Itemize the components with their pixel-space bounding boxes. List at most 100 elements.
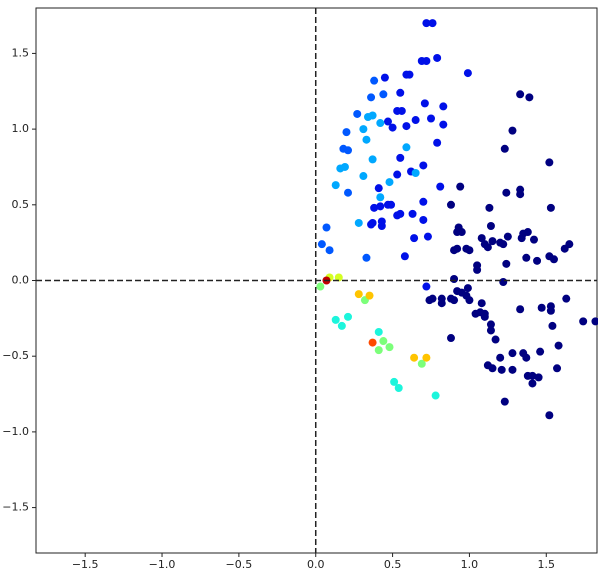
point xyxy=(337,321,346,330)
point xyxy=(379,90,388,99)
point xyxy=(317,240,326,249)
point xyxy=(417,359,426,368)
point xyxy=(546,203,555,212)
point xyxy=(433,138,442,147)
point xyxy=(453,228,462,237)
point xyxy=(536,347,545,356)
point xyxy=(420,99,429,108)
point xyxy=(491,335,500,344)
point xyxy=(428,19,437,28)
point xyxy=(565,240,574,249)
point xyxy=(339,144,348,153)
point xyxy=(410,353,419,362)
point xyxy=(419,197,428,206)
point xyxy=(525,93,534,102)
point xyxy=(554,341,563,350)
point xyxy=(446,200,455,209)
point xyxy=(359,125,368,134)
x-tick-label: 1.5 xyxy=(538,558,556,571)
x-tick-label: 0.0 xyxy=(307,558,325,571)
point xyxy=(368,111,377,120)
point xyxy=(488,364,497,373)
point xyxy=(331,181,340,190)
point xyxy=(422,353,431,362)
point xyxy=(477,299,486,308)
point xyxy=(486,326,495,335)
x-tick-label: 0.5 xyxy=(384,558,402,571)
point xyxy=(528,379,537,388)
point xyxy=(396,153,405,162)
point xyxy=(477,234,486,243)
point xyxy=(376,119,385,128)
point xyxy=(522,253,531,262)
y-tick-label: −1.0 xyxy=(2,425,29,438)
point xyxy=(496,353,505,362)
point xyxy=(553,364,562,373)
point xyxy=(393,170,402,179)
point xyxy=(499,278,508,287)
point xyxy=(431,391,440,400)
point xyxy=(516,190,525,199)
point xyxy=(579,317,588,326)
point xyxy=(433,53,442,62)
point xyxy=(359,172,368,181)
point xyxy=(342,128,351,137)
point xyxy=(486,320,495,329)
point xyxy=(545,158,554,167)
point xyxy=(368,338,377,347)
point xyxy=(537,303,546,312)
point xyxy=(522,353,531,362)
point xyxy=(376,193,385,202)
point xyxy=(374,327,383,336)
point xyxy=(523,228,532,237)
point xyxy=(546,306,555,315)
point xyxy=(322,223,331,232)
point xyxy=(516,305,525,314)
point xyxy=(425,296,434,305)
point xyxy=(423,232,432,241)
point xyxy=(374,184,383,193)
point xyxy=(340,162,349,171)
point xyxy=(508,126,517,135)
point xyxy=(545,411,554,420)
point xyxy=(436,182,445,191)
point xyxy=(316,282,325,291)
point xyxy=(486,222,495,230)
point xyxy=(485,203,494,212)
point xyxy=(374,346,383,355)
point xyxy=(463,284,472,293)
point xyxy=(380,73,389,82)
point xyxy=(562,294,571,303)
point xyxy=(376,202,385,211)
point xyxy=(331,315,340,324)
point xyxy=(408,209,417,218)
point xyxy=(500,397,509,406)
point xyxy=(354,218,363,227)
point xyxy=(529,235,538,244)
point xyxy=(354,290,363,299)
point xyxy=(368,218,377,227)
y-tick-label: −0.5 xyxy=(2,349,29,362)
point xyxy=(362,253,371,262)
y-tick-label: 1.0 xyxy=(12,122,30,135)
point xyxy=(419,215,428,224)
point xyxy=(503,232,512,241)
point xyxy=(422,282,431,291)
point xyxy=(480,312,489,321)
point xyxy=(508,365,517,374)
y-tick-label: 0.5 xyxy=(12,198,30,211)
point xyxy=(500,144,509,153)
point xyxy=(502,188,511,197)
point xyxy=(517,234,526,243)
point xyxy=(411,116,420,125)
point xyxy=(465,296,474,305)
point xyxy=(379,337,388,346)
point xyxy=(439,120,448,129)
point xyxy=(383,117,392,126)
point xyxy=(450,246,459,255)
point xyxy=(450,296,459,305)
point xyxy=(325,246,334,255)
point xyxy=(473,261,482,270)
point xyxy=(463,69,472,78)
